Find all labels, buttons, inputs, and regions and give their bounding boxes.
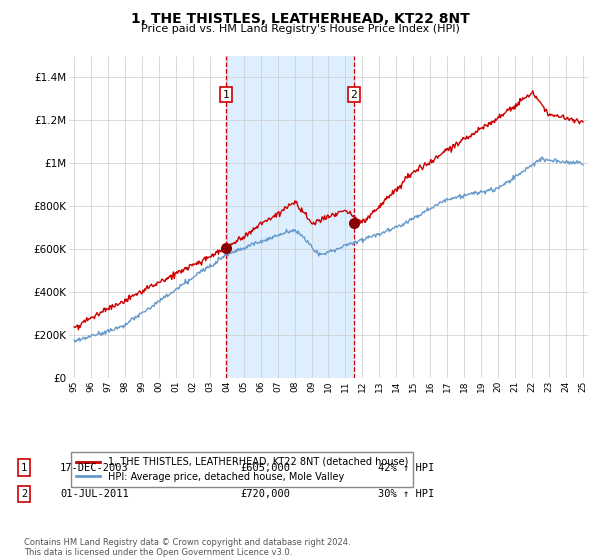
Text: 1: 1 [223,90,229,100]
Text: 2: 2 [21,489,27,499]
Bar [226,56,354,378]
Text: 17-DEC-2003: 17-DEC-2003 [60,463,129,473]
Text: 01-JUL-2011: 01-JUL-2011 [60,489,129,499]
Text: 30% ↑ HPI: 30% ↑ HPI [378,489,434,499]
Text: 2: 2 [350,90,358,100]
Text: 42% ↑ HPI: 42% ↑ HPI [378,463,434,473]
Text: £605,000: £605,000 [240,463,290,473]
Legend: 1, THE THISTLES, LEATHERHEAD, KT22 8NT (detached house), HPI: Average price, det: 1, THE THISTLES, LEATHERHEAD, KT22 8NT (… [71,452,413,487]
Text: 1: 1 [21,463,27,473]
Text: Price paid vs. HM Land Registry's House Price Index (HPI): Price paid vs. HM Land Registry's House … [140,24,460,34]
Text: £720,000: £720,000 [240,489,290,499]
Text: Contains HM Land Registry data © Crown copyright and database right 2024.
This d: Contains HM Land Registry data © Crown c… [24,538,350,557]
Text: 1, THE THISTLES, LEATHERHEAD, KT22 8NT: 1, THE THISTLES, LEATHERHEAD, KT22 8NT [131,12,469,26]
